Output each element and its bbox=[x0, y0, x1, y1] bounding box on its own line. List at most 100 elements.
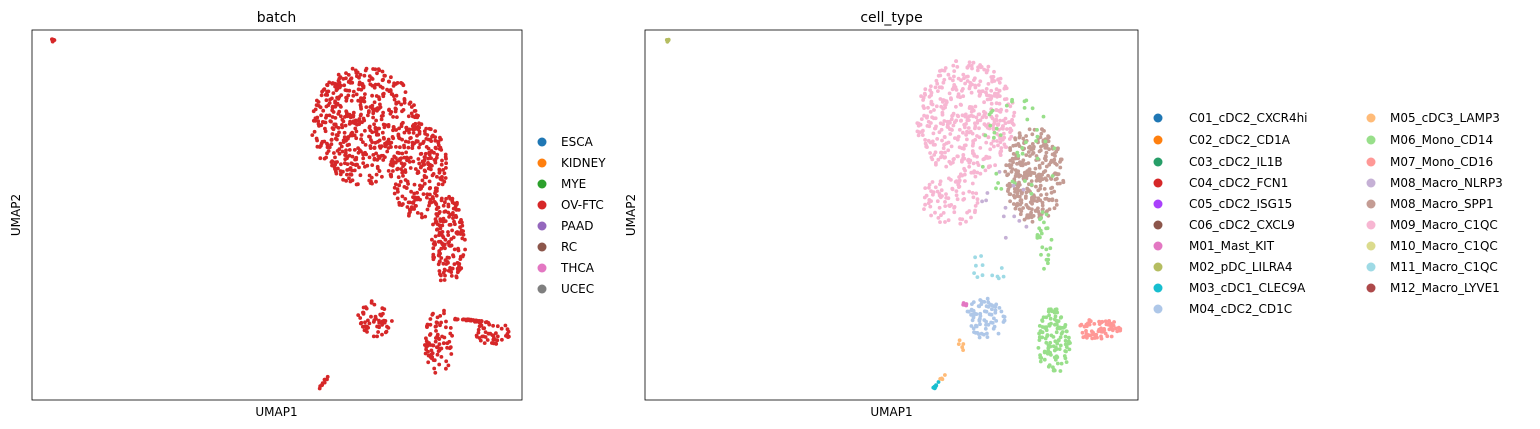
point-ov-ftc bbox=[435, 152, 440, 157]
point-ov-ftc bbox=[441, 245, 446, 250]
point-m09-macro-c1qc bbox=[1012, 110, 1017, 115]
point-m08-macro-spp1 bbox=[1032, 144, 1036, 149]
point-ov-ftc bbox=[439, 198, 444, 203]
point-m06-mono-cd14 bbox=[1047, 313, 1051, 318]
point-m04-cdc2-cd1c bbox=[984, 323, 988, 327]
point-ov-ftc bbox=[351, 89, 356, 94]
point-m08-macro-spp1 bbox=[1054, 162, 1059, 167]
legend-label-m02: M02_pDC_LILRA4 bbox=[1189, 260, 1292, 274]
cell-type-legend: C01_cDC2_CXCR4hi C02_cDC2_CD1A C03_cDC2_… bbox=[1153, 111, 1503, 316]
point-ov-ftc bbox=[433, 217, 438, 222]
point-m09-macro-c1qc bbox=[985, 97, 990, 102]
point-m06-mono-cd14 bbox=[1022, 106, 1027, 110]
point-m09-macro-c1qc bbox=[996, 123, 1001, 127]
point-m08-macro-spp1 bbox=[1015, 161, 1019, 166]
point-m09-macro-c1qc bbox=[949, 97, 953, 102]
point-m08-macro-spp1 bbox=[1043, 176, 1048, 181]
point-m09-macro-c1qc bbox=[998, 136, 1002, 141]
point-ov-ftc bbox=[419, 122, 424, 127]
point-m04-cdc2-cd1c bbox=[990, 307, 994, 312]
point-ov-ftc bbox=[380, 69, 385, 74]
point-ov-ftc bbox=[440, 230, 445, 234]
point-m06-mono-cd14 bbox=[1045, 333, 1050, 337]
point-ov-ftc bbox=[426, 360, 431, 365]
point-m09-macro-c1qc bbox=[962, 76, 966, 81]
point-m07-mono-cd16 bbox=[1089, 329, 1094, 334]
point-ov-ftc bbox=[479, 319, 484, 323]
point-m08-macro-spp1 bbox=[1016, 172, 1021, 177]
point-ov-ftc bbox=[327, 80, 332, 85]
point-m08-macro-spp1 bbox=[1017, 207, 1022, 212]
point-m07-mono-cd16 bbox=[1110, 327, 1115, 332]
point-m08-macro-spp1 bbox=[1029, 170, 1034, 175]
point-ov-ftc bbox=[380, 332, 384, 337]
point-ov-ftc bbox=[393, 109, 398, 114]
point-ov-ftc bbox=[391, 115, 395, 119]
point-ov-ftc bbox=[431, 246, 436, 251]
point-ov-ftc bbox=[413, 167, 418, 171]
point-ov-ftc bbox=[376, 107, 381, 111]
point-ov-ftc bbox=[432, 358, 437, 363]
point-m04-cdc2-cd1c bbox=[992, 316, 996, 321]
point-m09-macro-c1qc bbox=[919, 117, 924, 121]
legend-label-c02: C02_cDC2_CD1A bbox=[1189, 133, 1291, 147]
point-m09-macro-c1qc bbox=[948, 127, 952, 132]
point-m09-macro-c1qc bbox=[998, 149, 1003, 154]
point-m06-mono-cd14 bbox=[1039, 252, 1043, 257]
point-m06-mono-cd14 bbox=[1068, 341, 1072, 345]
point-ov-ftc bbox=[358, 173, 363, 178]
point-ov-ftc bbox=[358, 72, 363, 77]
point-m07-mono-cd16 bbox=[1100, 319, 1105, 324]
point-ov-ftc bbox=[446, 268, 451, 273]
point-m09-macro-c1qc bbox=[986, 82, 991, 86]
point-m09-macro-c1qc bbox=[1011, 114, 1016, 118]
point-m06-mono-cd14 bbox=[1060, 326, 1064, 330]
point-m09-macro-c1qc bbox=[947, 159, 952, 164]
point-ov-ftc bbox=[393, 182, 398, 187]
point-ov-ftc bbox=[416, 170, 421, 175]
point-m06-mono-cd14 bbox=[1047, 363, 1052, 367]
point-ov-ftc bbox=[413, 198, 418, 202]
point-m04-cdc2-cd1c bbox=[989, 320, 993, 325]
point-m09-macro-c1qc bbox=[975, 201, 980, 205]
point-m08-macro-spp1 bbox=[1029, 179, 1034, 184]
point-m09-macro-c1qc bbox=[941, 146, 946, 151]
point-m09-macro-c1qc bbox=[939, 150, 943, 155]
point-ov-ftc bbox=[433, 339, 438, 344]
point-m09-macro-c1qc bbox=[973, 174, 978, 179]
legend-label-m07: M07_Mono_CD16 bbox=[1390, 155, 1493, 169]
point-ov-ftc bbox=[312, 129, 317, 134]
point-m11-macro-c1qc bbox=[995, 274, 1000, 279]
legend-label-c04: C04_cDC2_FCN1 bbox=[1189, 176, 1288, 190]
point-ov-ftc bbox=[379, 320, 383, 325]
point-ov-ftc bbox=[369, 314, 373, 319]
point-ov-ftc bbox=[350, 66, 355, 71]
point-ov-ftc bbox=[430, 237, 434, 242]
point-ov-ftc bbox=[330, 81, 335, 85]
point-ov-ftc bbox=[441, 203, 446, 208]
point-ov-ftc bbox=[418, 183, 422, 188]
point-m04-cdc2-cd1c bbox=[999, 309, 1004, 314]
point-ov-ftc bbox=[361, 156, 366, 161]
point-m09-macro-c1qc bbox=[976, 163, 981, 168]
point-ov-ftc bbox=[443, 152, 448, 157]
point-ov-ftc bbox=[50, 37, 54, 42]
point-m09-macro-c1qc bbox=[938, 195, 943, 200]
point-m08-macro-spp1 bbox=[1054, 198, 1059, 203]
legend-marker-m06 bbox=[1366, 135, 1376, 145]
point-m09-macro-c1qc bbox=[941, 98, 946, 102]
point-m08-macro-spp1 bbox=[1038, 183, 1043, 188]
batch-title: batch bbox=[257, 10, 297, 26]
point-ov-ftc bbox=[325, 141, 329, 146]
point-ov-ftc bbox=[413, 121, 418, 126]
point-ov-ftc bbox=[381, 158, 386, 162]
point-m06-mono-cd14 bbox=[1050, 174, 1055, 178]
point-ov-ftc bbox=[342, 83, 347, 88]
point-ov-ftc bbox=[380, 306, 385, 311]
point-m09-macro-c1qc bbox=[973, 76, 977, 81]
point-ov-ftc bbox=[333, 99, 337, 104]
point-m09-macro-c1qc bbox=[992, 144, 996, 149]
point-ov-ftc bbox=[392, 191, 397, 196]
point-m04-cdc2-cd1c bbox=[993, 310, 998, 315]
